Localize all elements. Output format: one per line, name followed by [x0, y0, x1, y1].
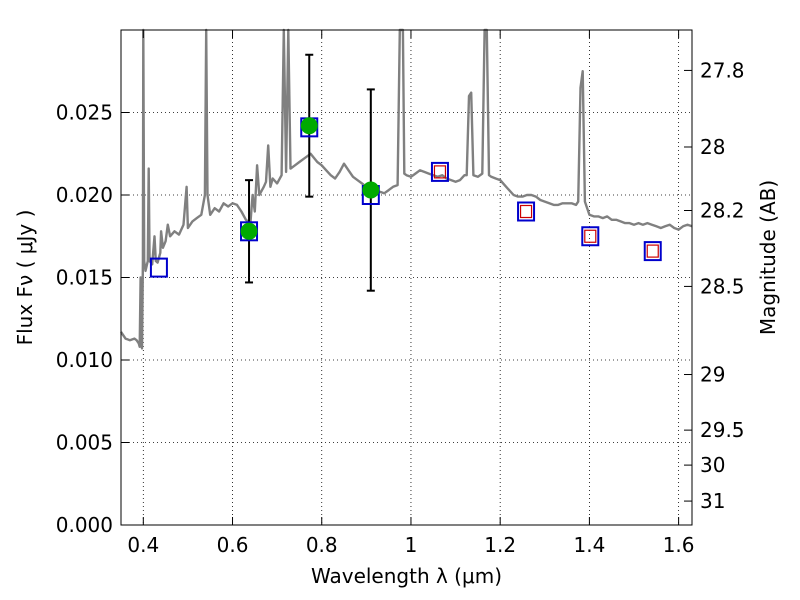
mag-tick-label: 30 — [700, 453, 725, 477]
marker-layer — [149, 117, 662, 278]
model-photometry-square — [149, 257, 168, 278]
y-tick-label: 0.005 — [56, 431, 113, 455]
mag-tick-label: 27.8 — [700, 58, 745, 82]
y2-axis-title: Magnitude (AB) — [756, 180, 780, 335]
y-tick-label: 0.010 — [56, 348, 113, 372]
x-tick-label: 1.6 — [663, 533, 695, 557]
x-tick-label: 1 — [405, 533, 418, 557]
y-tick-label: 0.000 — [56, 513, 113, 537]
mag-tick-label: 31 — [700, 489, 725, 513]
model-photometry-square — [643, 241, 662, 262]
x-tick-label: 1.2 — [484, 533, 516, 557]
x-tick-label: 1.4 — [573, 533, 605, 557]
model-photometry-square — [517, 201, 536, 222]
grid-lines — [121, 30, 692, 526]
x-tick-label: 0.8 — [306, 533, 338, 557]
detection-point — [240, 222, 258, 240]
x-axis-title: Wavelength λ (μm) — [311, 564, 502, 588]
upper-limit-square — [584, 229, 597, 243]
mag-tick-label: 28 — [700, 135, 725, 159]
detection-point — [300, 117, 318, 135]
model-photometry-square — [581, 226, 600, 247]
upper-limit-square — [646, 244, 659, 258]
y-tick-label: 0.025 — [56, 101, 113, 125]
mag-tick-label: 28.2 — [700, 199, 745, 223]
y-tick-label: 0.020 — [56, 183, 113, 207]
upper-limit-square — [519, 204, 533, 219]
x-tick-label: 0.4 — [127, 533, 159, 557]
mag-tick-label: 29.5 — [700, 418, 745, 442]
y-tick-label: 0.015 — [56, 266, 113, 290]
tick-labels: 0.4 0.6 0.8 1 1.2 1.4 1.6 0.000 0.005 0.010 0.015 0… — [56, 58, 745, 557]
upper-limit-square — [433, 165, 447, 179]
spectrum-line — [120, 28, 693, 350]
model-photometry-square — [430, 161, 449, 182]
error-bar-layer — [245, 53, 375, 292]
spectrum-layer — [120, 28, 693, 350]
x-tick-label: 0.6 — [217, 533, 249, 557]
y-axis-title: Flux Fν ( μJy ) — [13, 210, 37, 346]
mag-tick-label: 28.5 — [700, 274, 745, 298]
axis-ticks — [121, 30, 692, 526]
detection-point — [362, 181, 380, 199]
mag-tick-label: 29 — [700, 363, 725, 387]
